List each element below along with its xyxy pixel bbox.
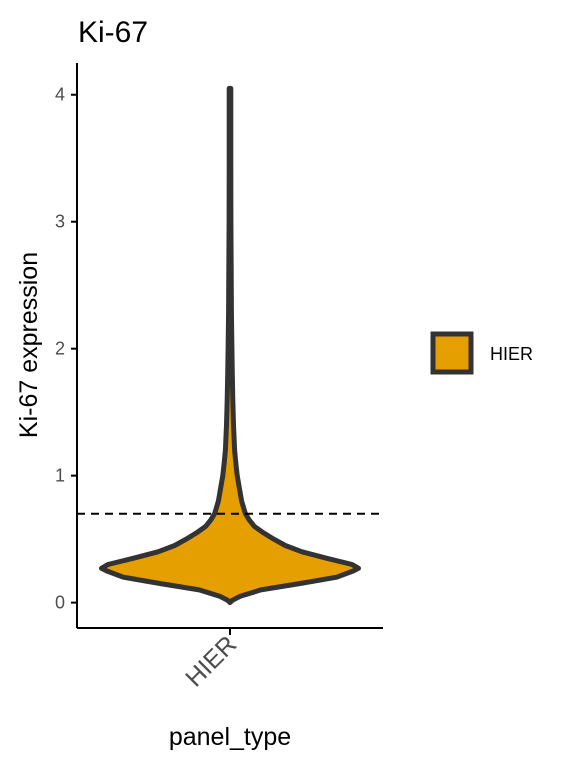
y-tick-label: 4 bbox=[55, 85, 65, 105]
legend-label: HIER bbox=[490, 344, 533, 364]
x-ticks: HIER bbox=[180, 628, 242, 692]
y-ticks: 0 1 2 3 4 bbox=[55, 85, 77, 613]
chart-title: Ki-67 bbox=[78, 16, 148, 49]
violin-layer bbox=[99, 85, 361, 606]
y-tick-label: 1 bbox=[55, 466, 65, 486]
y-tick-label: 3 bbox=[55, 212, 65, 232]
x-axis-title: panel_type bbox=[169, 723, 291, 751]
violin-hier bbox=[99, 85, 361, 606]
legend: HIER bbox=[430, 331, 533, 375]
y-axis-title: Ki-67 expression bbox=[15, 252, 43, 438]
legend-key bbox=[430, 331, 474, 375]
y-tick-label: 2 bbox=[55, 339, 65, 359]
y-tick-label: 0 bbox=[55, 593, 65, 613]
x-tick-label: HIER bbox=[180, 630, 242, 692]
